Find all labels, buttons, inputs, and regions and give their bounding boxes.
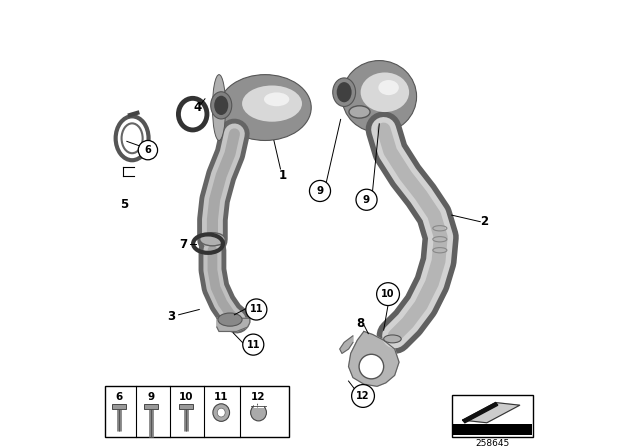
Ellipse shape <box>211 92 232 119</box>
Text: 5: 5 <box>120 198 129 211</box>
Text: 12: 12 <box>252 392 266 402</box>
Text: 11: 11 <box>214 392 228 402</box>
Polygon shape <box>349 332 399 386</box>
Ellipse shape <box>251 404 266 421</box>
Ellipse shape <box>383 335 401 343</box>
Ellipse shape <box>200 233 225 246</box>
Circle shape <box>243 334 264 355</box>
FancyBboxPatch shape <box>105 386 289 437</box>
Ellipse shape <box>349 106 370 118</box>
Text: 3: 3 <box>168 310 176 323</box>
Circle shape <box>310 181 330 202</box>
Ellipse shape <box>333 78 356 107</box>
Ellipse shape <box>213 404 230 422</box>
Text: 9: 9 <box>363 195 370 205</box>
Text: 4: 4 <box>193 101 201 114</box>
Circle shape <box>356 189 377 210</box>
Text: 2: 2 <box>481 215 489 228</box>
Bar <box>144 404 158 409</box>
Bar <box>112 404 126 409</box>
Ellipse shape <box>378 80 399 95</box>
Text: 11: 11 <box>250 305 263 314</box>
Circle shape <box>138 141 157 160</box>
Ellipse shape <box>219 75 311 141</box>
Polygon shape <box>217 318 250 332</box>
Ellipse shape <box>218 313 242 326</box>
Bar <box>453 424 532 435</box>
Text: 10: 10 <box>179 392 193 402</box>
Ellipse shape <box>264 92 289 106</box>
Text: 9: 9 <box>147 392 154 402</box>
Polygon shape <box>463 403 498 423</box>
Circle shape <box>376 283 399 306</box>
Text: 9: 9 <box>316 186 324 196</box>
Text: 8: 8 <box>356 317 365 330</box>
Ellipse shape <box>122 123 143 153</box>
FancyBboxPatch shape <box>452 395 533 437</box>
Text: 6: 6 <box>115 392 123 402</box>
Text: 1: 1 <box>278 169 287 182</box>
Ellipse shape <box>337 82 351 102</box>
Text: 12: 12 <box>356 391 370 401</box>
Text: 11: 11 <box>246 340 260 349</box>
Bar <box>179 404 193 409</box>
Ellipse shape <box>242 86 302 122</box>
Text: 258645: 258645 <box>475 439 509 448</box>
Circle shape <box>246 299 267 320</box>
Polygon shape <box>340 336 353 353</box>
Text: 10: 10 <box>381 289 395 299</box>
Circle shape <box>351 384 374 407</box>
Text: 6: 6 <box>145 145 151 155</box>
Ellipse shape <box>217 408 225 417</box>
Ellipse shape <box>360 73 409 112</box>
Polygon shape <box>463 403 520 423</box>
Ellipse shape <box>214 96 228 115</box>
Text: 7: 7 <box>179 238 187 251</box>
Ellipse shape <box>212 75 226 141</box>
Ellipse shape <box>342 60 417 133</box>
Circle shape <box>359 354 383 379</box>
